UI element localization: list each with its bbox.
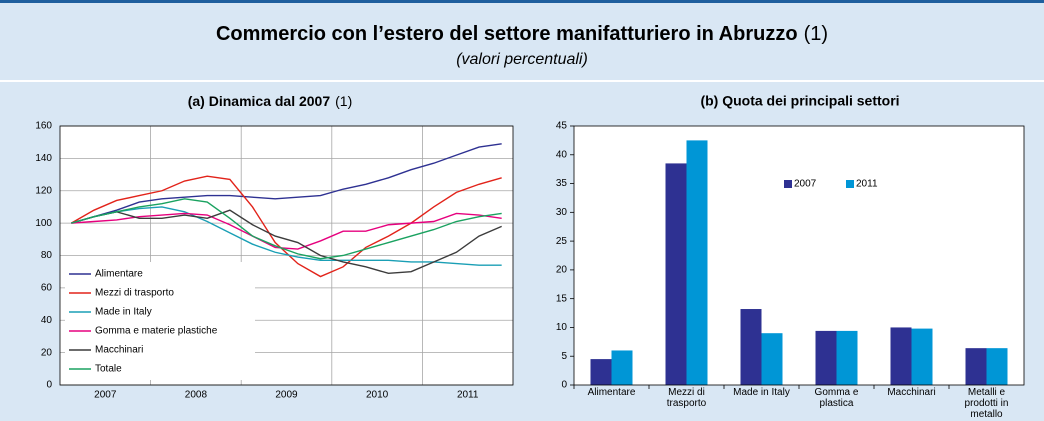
bar: [890, 327, 912, 385]
y-tick-label: 25: [556, 236, 568, 247]
x-tick-label: 2009: [275, 390, 298, 401]
legend-swatch: [784, 180, 792, 188]
x-tick-label: 2011: [457, 390, 479, 401]
bar: [740, 309, 762, 385]
x-tick-label-box: Gomma e plastica: [814, 387, 859, 409]
x-tick-label: Macchinari: [887, 387, 936, 398]
title-note: (1): [804, 23, 828, 45]
x-tick-label: Mezzi di trasporto: [666, 387, 707, 409]
y-tick-label: 0: [561, 380, 567, 391]
title-main: Commercio con l’estero del settore manif…: [216, 23, 798, 45]
x-tick-label-box: Alimentare: [587, 387, 636, 398]
chart-a-title-main: (a) Dinamica dal 2007: [188, 93, 331, 109]
y-tick-label: 0: [46, 380, 52, 391]
x-tick-label-box: Mezzi di trasporto: [666, 387, 707, 409]
bar: [761, 333, 783, 385]
x-tick-label: 2008: [185, 390, 208, 401]
y-tick-label: 5: [561, 351, 567, 362]
legend-swatch: [846, 180, 854, 188]
legend-label: Macchinari: [95, 345, 143, 356]
chart-a-title-note: (1): [335, 93, 352, 109]
top-border: [0, 0, 1044, 3]
plot-border: [573, 125, 1025, 386]
x-tick-label: 2007: [94, 390, 117, 401]
bar: [836, 330, 858, 385]
chart-b-title: (b) Quota dei principali settori: [700, 93, 899, 109]
chart-a-title: (a) Dinamica dal 2007 (1): [188, 93, 353, 109]
figure-subtitle: (valori percentuali): [456, 51, 588, 68]
y-tick-label: 10: [556, 322, 568, 333]
y-tick-label: 80: [41, 250, 53, 261]
bar: [911, 328, 933, 385]
y-tick-label: 40: [41, 315, 53, 326]
legend-label: Made in Italy: [95, 307, 152, 318]
series-line: [70, 175, 502, 278]
x-tick-label-box: Made in Italy: [733, 387, 790, 398]
plot-area: [574, 126, 1024, 385]
series-line: [71, 143, 502, 224]
bar: [665, 163, 687, 385]
y-tick-label: 120: [35, 185, 52, 196]
bar: [815, 330, 837, 385]
y-tick-label: 45: [556, 121, 568, 132]
legend-label: Alimentare: [95, 269, 143, 280]
x-tick-label-box: Macchinari: [887, 387, 936, 398]
legend-box: [65, 262, 255, 380]
legend-label: Mezzi di trasporto: [95, 288, 174, 299]
series-line: [71, 209, 502, 275]
y-tick-label: 35: [556, 178, 568, 189]
bar: [611, 350, 633, 385]
legend-label: Gomma e materie plastiche: [95, 326, 218, 337]
y-tick-label: 20: [41, 347, 53, 358]
legend-label: 2011: [856, 179, 878, 190]
y-tick-label: 160: [35, 121, 52, 132]
x-tick-label: 2010: [366, 390, 389, 401]
bar: [686, 140, 708, 385]
y-tick-label: 30: [556, 207, 568, 218]
legend-label: 2007: [794, 179, 817, 190]
y-tick-label: 140: [35, 153, 52, 164]
series-line: [71, 198, 502, 260]
bar: [965, 348, 987, 385]
y-tick-label: 15: [556, 293, 568, 304]
y-tick-label: 60: [41, 283, 53, 294]
series-line: [71, 206, 502, 266]
series-line: [71, 212, 502, 250]
bar: [590, 359, 612, 385]
x-tick-label-box: Metalli e prodotti in metallo: [964, 387, 1009, 420]
bar: [986, 348, 1008, 385]
x-tick-label: Made in Italy: [733, 387, 790, 398]
y-tick-label: 100: [35, 218, 52, 229]
figure-title: Commercio con l’estero del settore manif…: [216, 23, 828, 45]
y-tick-label: 20: [556, 265, 568, 276]
x-tick-label: Alimentare: [587, 387, 636, 398]
x-tick-label: Metalli e prodotti in metallo: [964, 387, 1009, 420]
x-tick-label: Gomma e plastica: [814, 387, 859, 409]
plot-border: [59, 125, 514, 386]
y-tick-label: 40: [556, 149, 568, 160]
legend-label: Totale: [95, 364, 122, 375]
